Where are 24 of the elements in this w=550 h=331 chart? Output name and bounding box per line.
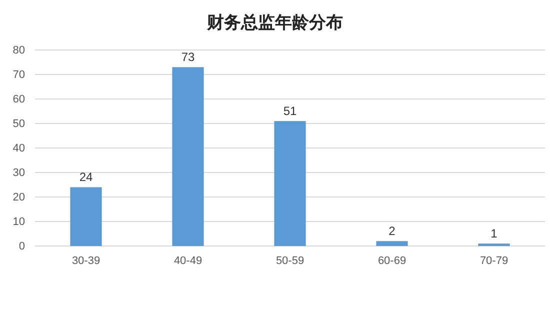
data-label: 24 [79, 170, 93, 184]
data-label: 2 [388, 224, 396, 238]
data-label: 73 [181, 50, 195, 64]
bar [172, 67, 204, 246]
y-tick-label: 20 [12, 192, 25, 204]
y-tick-label: 50 [12, 118, 25, 130]
chart-title: 财务总监年龄分布 [206, 13, 343, 32]
y-tick-label: 60 [12, 94, 25, 106]
data-label: 1 [490, 226, 498, 241]
y-tick-label: 10 [12, 216, 25, 228]
data-label: 51 [283, 104, 297, 118]
x-tick-label: 40-49 [174, 254, 202, 267]
y-tick-label: 30 [12, 167, 25, 180]
bar [274, 121, 306, 246]
y-tick-label: 0 [18, 240, 25, 253]
y-tick-label: 70 [12, 69, 25, 82]
y-tick-label: 80 [12, 44, 25, 57]
bar [70, 187, 102, 246]
x-tick-label: 50-59 [276, 254, 304, 267]
y-tick-label: 40 [12, 142, 25, 155]
bar [376, 241, 408, 246]
x-tick-label: 70-79 [480, 254, 508, 267]
x-tick-label: 30-39 [72, 254, 100, 267]
x-tick-label: 60-69 [378, 254, 406, 267]
